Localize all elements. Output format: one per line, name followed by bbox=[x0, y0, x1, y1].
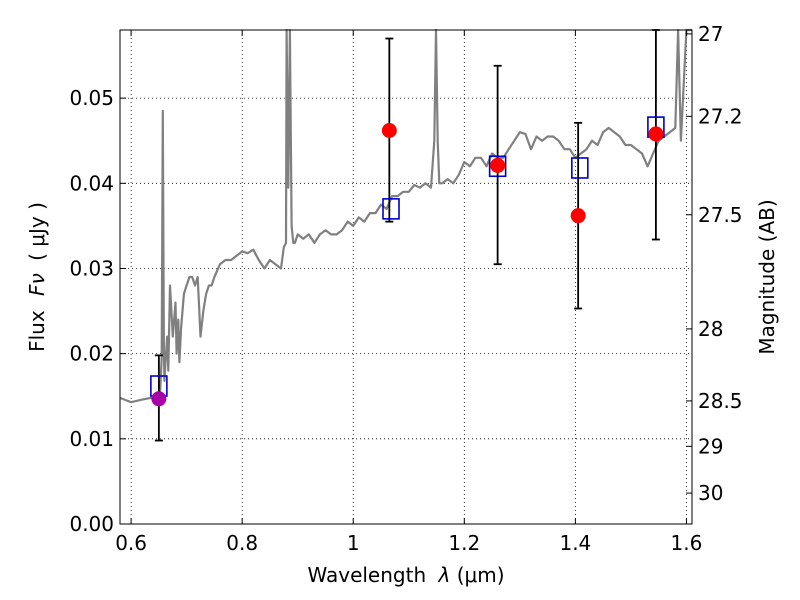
right-tick-label: 29 bbox=[698, 434, 723, 458]
x-tick-label: 1 bbox=[347, 531, 360, 555]
model-spectrum-line bbox=[119, 28, 692, 404]
y-axis-label: Flux Fν ( μJy ) bbox=[25, 202, 49, 352]
y-tick-label: 0.00 bbox=[69, 512, 114, 536]
y-tick-label: 0.04 bbox=[69, 171, 114, 195]
right-tick-label: 30 bbox=[698, 481, 723, 505]
y-axis-label-prefix: Flux bbox=[25, 310, 49, 352]
x-tick-label: 1.2 bbox=[448, 531, 480, 555]
grid bbox=[120, 30, 692, 524]
right-tick-label: 28.5 bbox=[698, 389, 743, 413]
model-spectrum-layer bbox=[119, 28, 692, 404]
plot-frame bbox=[119, 29, 693, 525]
right-tick-label: 27.5 bbox=[698, 203, 743, 227]
observed-flux-point bbox=[381, 123, 397, 139]
y-tick-label: 0.02 bbox=[69, 342, 114, 366]
observed-flux-layer bbox=[151, 123, 664, 407]
axis-ticks: 0.6 0.8 1 1.2 1.4 1.6 0.00 0.01 0.02 0.03 0.04 0.05… bbox=[69, 22, 742, 555]
x-axis-label: Wavelength λ (μm) bbox=[307, 563, 504, 587]
x-tick-label: 1.6 bbox=[671, 531, 703, 555]
x-axis-label-var: λ bbox=[438, 563, 451, 587]
synthetic-flux-square bbox=[488, 155, 507, 178]
right-axis-label: Magnitude (AB) bbox=[755, 199, 779, 354]
y-tick-label: 0.05 bbox=[69, 86, 114, 110]
observed-flux-point bbox=[570, 208, 586, 224]
y-tick-label: 0.01 bbox=[69, 427, 114, 451]
x-axis-label-prefix: Wavelength bbox=[307, 563, 426, 587]
synthetic-flux-square bbox=[382, 198, 400, 220]
y-tick-label: 0.03 bbox=[69, 256, 114, 280]
observed-flux-point bbox=[648, 126, 664, 142]
x-axis-label-unit: (μm) bbox=[457, 563, 505, 587]
x-tick-label: 0.8 bbox=[226, 531, 258, 555]
right-tick-label: 27 bbox=[698, 22, 723, 46]
right-tick-label: 28 bbox=[698, 317, 723, 341]
observed-flux-point bbox=[151, 391, 167, 407]
observed-flux-point bbox=[490, 157, 506, 173]
x-tick-label: 0.6 bbox=[115, 531, 147, 555]
y-axis-label-var: Fν bbox=[25, 273, 49, 296]
y-axis-label-unit: ( μJy ) bbox=[25, 202, 49, 261]
plot-background bbox=[120, 30, 692, 524]
right-tick-label: 27.2 bbox=[698, 104, 743, 128]
synthetic-flux-square bbox=[571, 157, 589, 179]
x-tick-label: 1.4 bbox=[559, 531, 591, 555]
